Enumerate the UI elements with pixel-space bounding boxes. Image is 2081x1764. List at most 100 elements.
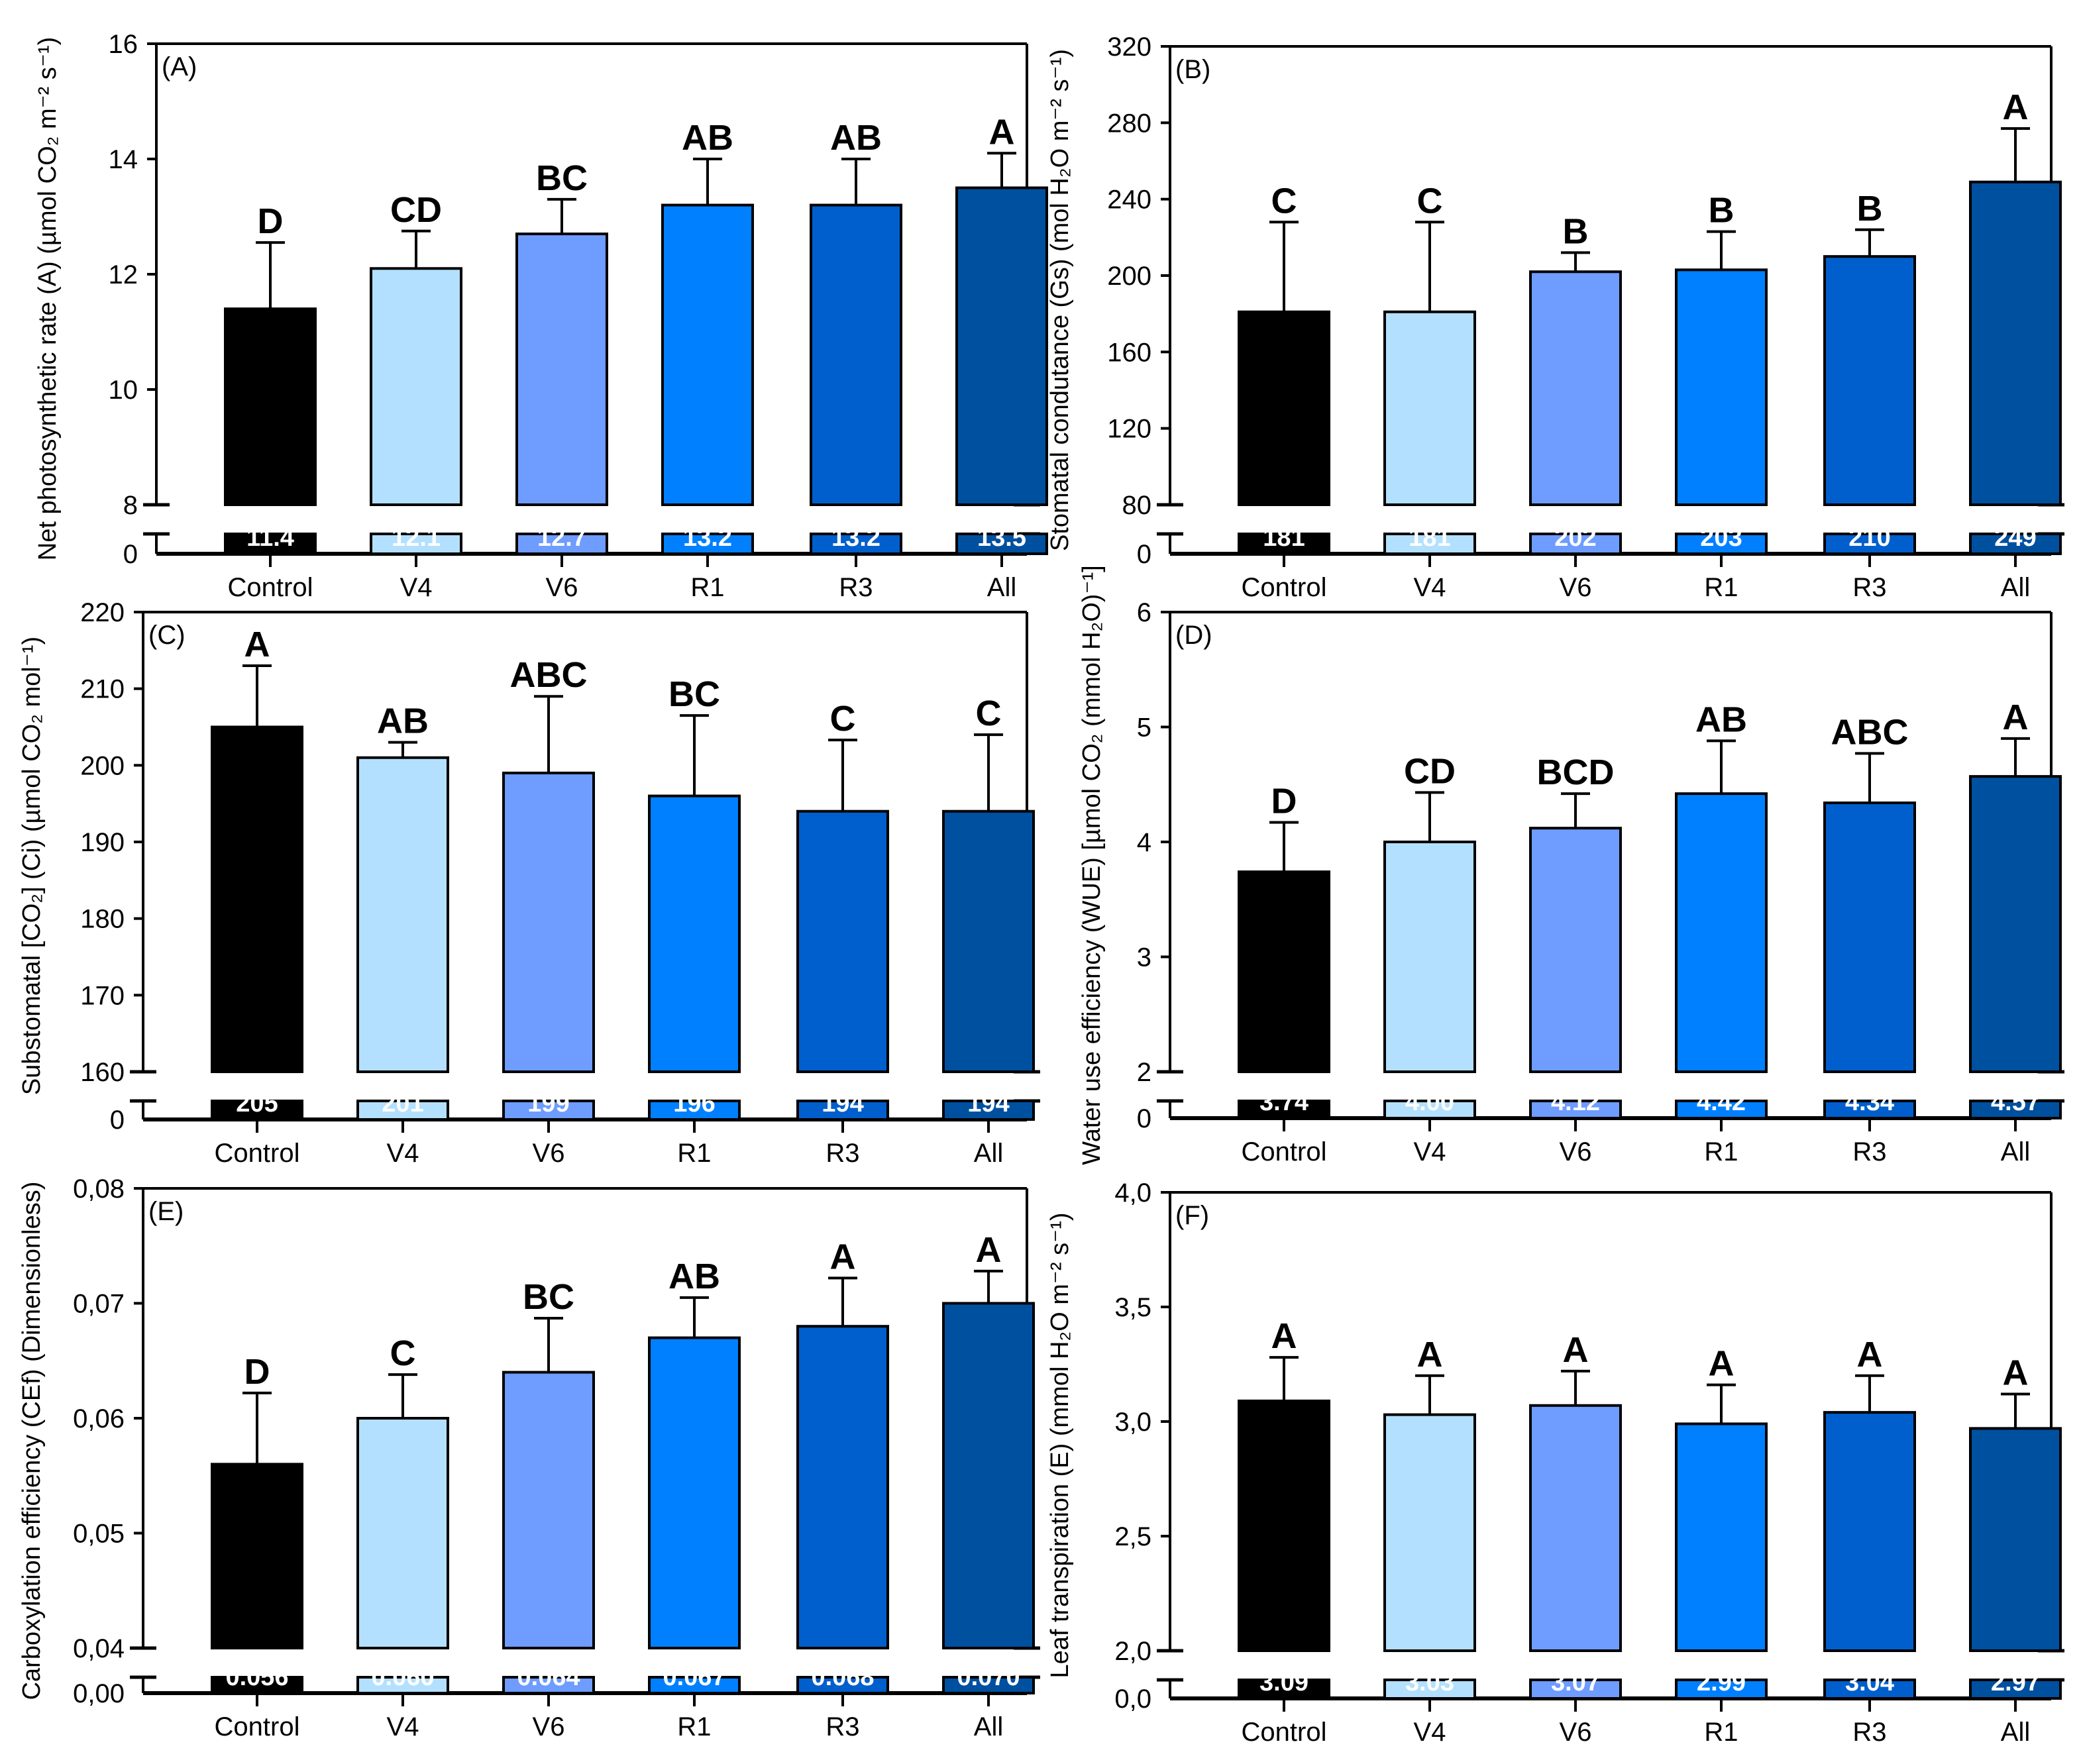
bar-control <box>224 307 317 506</box>
bar-v6 <box>515 233 608 506</box>
panel-e: 0,04 0,05 0,06 0,07 0,08 0,00 (E) Carboxylation… <box>18 1174 1040 1741</box>
bar-lower-r1 <box>648 1676 741 1694</box>
significance-letter: C <box>1417 181 1443 221</box>
value-label: 0.067 <box>663 1663 725 1691</box>
significance-letter: A <box>1709 1344 1734 1384</box>
y-axis-label: Water use efficiency (WUE) [µmol CO₂ (mm… <box>1078 565 1106 1165</box>
significance-letter: A <box>976 1230 1002 1270</box>
x-tick-label: R1 <box>1704 1718 1738 1747</box>
y-tick-label-zero: 0,0 <box>1114 1685 1151 1714</box>
bar-lower-r3 <box>1823 533 1916 555</box>
value-label: 0.056 <box>225 1663 288 1691</box>
value-label: 3.03 <box>1405 1669 1454 1696</box>
significance-letter: BC <box>536 158 588 198</box>
y-tick-label: 240 <box>1107 185 1151 215</box>
bar-all <box>1969 180 2062 506</box>
value-label: 11.4 <box>246 524 294 552</box>
significance-letter: B <box>1857 189 1883 229</box>
significance-letter: BCD <box>1537 752 1615 792</box>
significance-letter: A <box>2003 87 2029 127</box>
bar-r3 <box>1823 255 1916 506</box>
panel-label: (B) <box>1175 55 1210 84</box>
bar-all <box>1969 775 2062 1073</box>
bar-r1 <box>1675 792 1768 1073</box>
y-tick-label: 6 <box>1137 598 1151 627</box>
x-tick-label: R1 <box>1704 1137 1738 1167</box>
x-tick-label: V6 <box>546 573 578 602</box>
y-tick-label: 10 <box>109 376 138 405</box>
y-tick-label: 3 <box>1137 943 1151 972</box>
value-label: 199 <box>527 1090 569 1117</box>
value-label: 4.00 <box>1405 1088 1454 1116</box>
bar-lower-r3 <box>1823 1100 1916 1119</box>
y-tick-label-zero: 0 <box>110 1106 125 1135</box>
significance-letter: C <box>390 1333 416 1373</box>
significance-letter: A <box>1857 1335 1883 1375</box>
bar-control <box>1238 870 1330 1073</box>
x-tick-label: V6 <box>1560 1718 1592 1747</box>
y-tick-label: 2,0 <box>1114 1637 1151 1666</box>
y-tick-label: 160 <box>1107 338 1151 367</box>
x-tick-label: R1 <box>690 573 724 602</box>
bar-control <box>211 725 303 1073</box>
bar-all <box>955 186 1048 506</box>
y-tick-label: 280 <box>1107 109 1151 138</box>
x-tick-label: R3 <box>839 573 873 602</box>
bar-all <box>942 809 1035 1073</box>
x-tick-label: V4 <box>1414 1718 1446 1747</box>
y-tick-label: 190 <box>80 828 125 857</box>
bar-r1 <box>648 1336 741 1650</box>
significance-letter: AB <box>830 118 882 158</box>
value-label: 13.2 <box>683 524 732 552</box>
bar-lower-all <box>1969 1679 2062 1700</box>
bar-lower-all <box>1969 1100 2062 1119</box>
bar-r3 <box>1823 1411 1916 1652</box>
significance-letter: BC <box>523 1277 574 1317</box>
bar-lower-all <box>955 533 1048 555</box>
significance-letter: C <box>976 694 1002 733</box>
y-axis-label: Leaf transpiration (E) (mmol H₂O m⁻² s⁻¹… <box>1046 1212 1074 1678</box>
y-tick-label: 3,5 <box>1114 1293 1151 1322</box>
bar-v6 <box>1529 827 1622 1074</box>
significance-letter: AB <box>682 118 733 158</box>
bar-lower-control <box>1238 533 1330 555</box>
bar-r3 <box>796 1325 889 1649</box>
bar-all <box>942 1302 1035 1649</box>
value-label: 3.74 <box>1259 1088 1308 1116</box>
value-label: 3.04 <box>1845 1669 1894 1696</box>
bar-v4 <box>370 267 462 506</box>
value-label: 0.064 <box>517 1663 580 1691</box>
significance-letter: A <box>2003 1353 2029 1392</box>
panel-f: 2,0 2,5 3,0 3,5 4,0 0,0 (F) Leaf transpiration … <box>1046 1178 2064 1747</box>
y-tick-label: 180 <box>80 905 125 934</box>
bar-v6 <box>502 771 595 1074</box>
significance-letter: ABC <box>1831 712 1909 752</box>
x-tick-label: V4 <box>387 1712 419 1741</box>
y-tick-label: 170 <box>80 981 125 1010</box>
x-tick-label: V4 <box>1414 1137 1446 1167</box>
bar-all <box>1969 1427 2062 1652</box>
bar-lower-control <box>1238 1679 1330 1700</box>
bar-lower-v4 <box>1383 1679 1476 1700</box>
value-label: 194 <box>967 1090 1009 1117</box>
x-tick-label: R3 <box>826 1139 859 1168</box>
y-tick-label: 200 <box>1107 262 1151 291</box>
y-tick-label-zero: 0 <box>1137 1104 1151 1133</box>
bar-v4 <box>1383 310 1476 506</box>
bar-lower-r1 <box>1675 1679 1768 1700</box>
bar-lower-v6 <box>502 1100 595 1121</box>
x-tick-label: V6 <box>533 1712 565 1741</box>
bar-r1 <box>1675 1422 1768 1652</box>
panel-a: 8 10 12 14 16 0 (A) Net photosynthetic rate (A)… <box>34 30 1048 602</box>
bar-r1 <box>648 794 741 1073</box>
y-axis-label: Substomatal [CO₂] (Ci) (µmol CO₂ mol⁻¹) <box>18 637 46 1095</box>
x-tick-label: R3 <box>1852 573 1886 602</box>
panel-d: 2 3 4 5 6 0 (D) Water use efficiency (WUE) [µmo… <box>1078 565 2064 1167</box>
bar-r1 <box>661 203 754 506</box>
value-label: 181 <box>1409 524 1450 552</box>
y-tick-label: 210 <box>80 675 125 704</box>
x-tick-label: R1 <box>677 1712 711 1741</box>
x-tick-label: R3 <box>1852 1137 1886 1167</box>
bar-v4 <box>1383 1413 1476 1653</box>
